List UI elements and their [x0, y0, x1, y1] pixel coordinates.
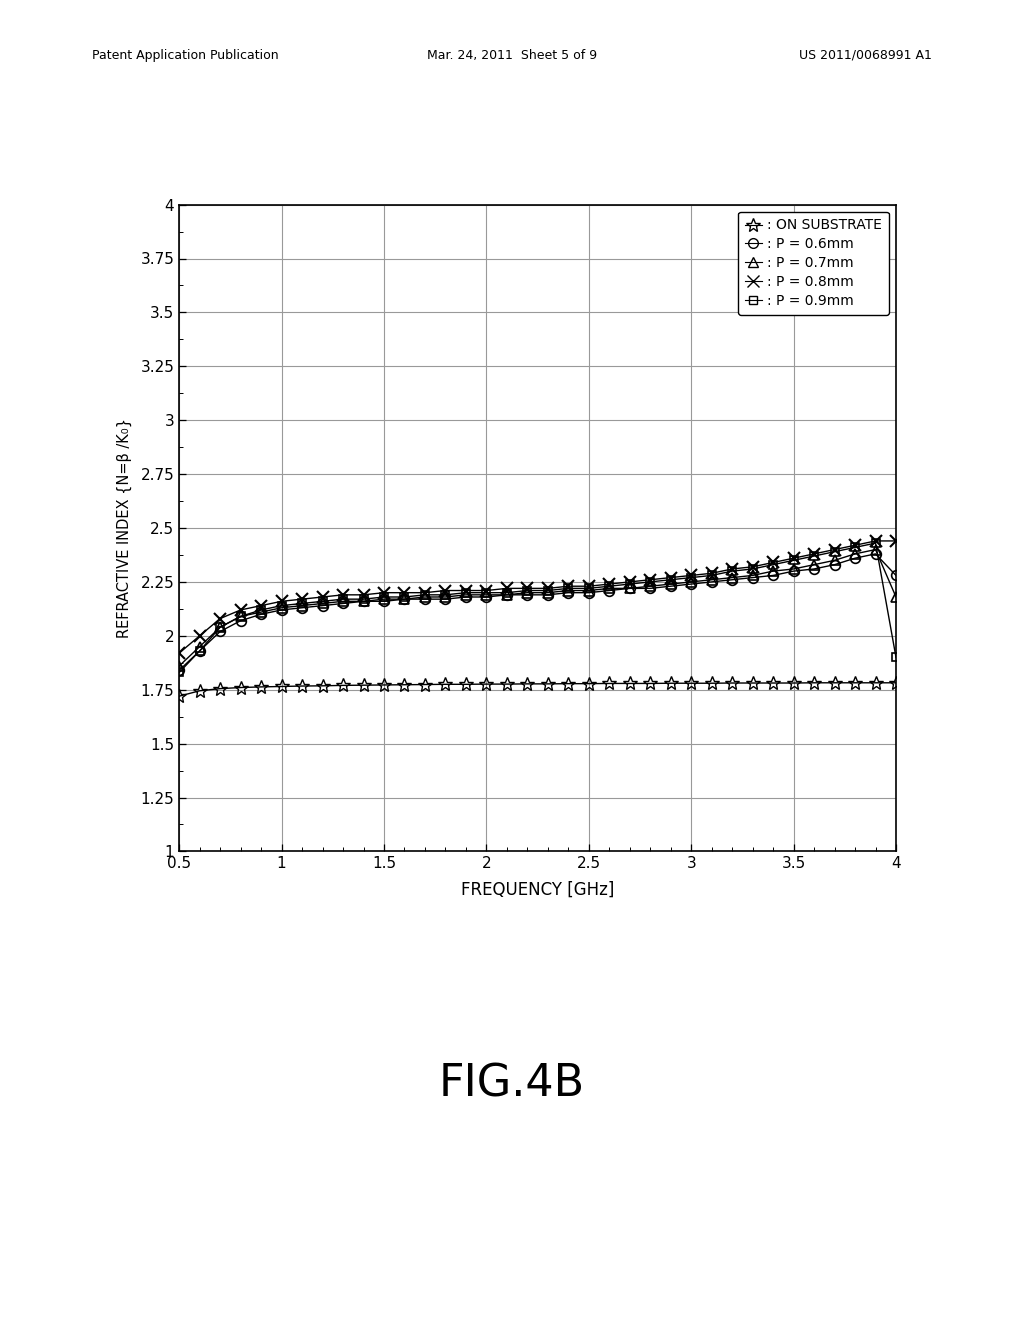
Legend: : ON SUBSTRATE, : P = 0.6mm, : P = 0.7mm, : P = 0.8mm, : P = 0.9mm: : ON SUBSTRATE, : P = 0.6mm, : P = 0.7mm…: [738, 211, 889, 315]
Y-axis label: REFRACTIVE INDEX {N=β /K₀}: REFRACTIVE INDEX {N=β /K₀}: [117, 418, 132, 638]
Text: Patent Application Publication: Patent Application Publication: [92, 49, 279, 62]
Text: FIG.4B: FIG.4B: [439, 1063, 585, 1106]
Text: US 2011/0068991 A1: US 2011/0068991 A1: [799, 49, 932, 62]
X-axis label: FREQUENCY [GHz]: FREQUENCY [GHz]: [461, 880, 614, 899]
Text: Mar. 24, 2011  Sheet 5 of 9: Mar. 24, 2011 Sheet 5 of 9: [427, 49, 597, 62]
